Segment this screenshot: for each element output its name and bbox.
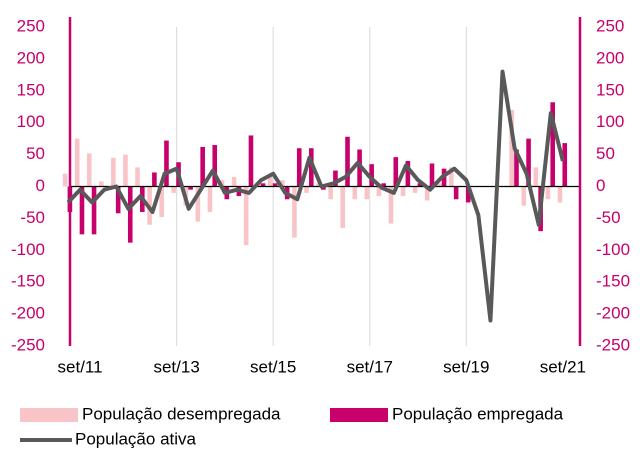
bar <box>545 186 551 200</box>
bar <box>123 154 128 187</box>
bar <box>280 180 285 187</box>
bar <box>417 183 423 187</box>
bar <box>79 186 85 235</box>
bar <box>449 167 454 187</box>
y2-tick-label: -250 <box>596 335 630 354</box>
bar <box>328 186 333 200</box>
legend-label: População ativa <box>75 429 197 448</box>
bar <box>316 183 321 187</box>
bar <box>388 186 394 224</box>
bar <box>345 136 350 187</box>
legend-label: População empregada <box>392 404 564 423</box>
y2-tick-label: -50 <box>596 208 621 227</box>
y2-tick-label: 0 <box>596 176 605 195</box>
bar <box>424 186 430 201</box>
bar <box>321 186 326 190</box>
bar <box>340 186 346 228</box>
bar <box>272 183 278 187</box>
bar <box>115 186 121 214</box>
line <box>66 69 565 323</box>
bar <box>304 186 309 193</box>
y-tick-label: -150 <box>11 272 45 291</box>
bar <box>74 138 80 187</box>
bar <box>405 160 411 187</box>
legend-swatch <box>20 408 78 422</box>
x-tick-label: set/11 <box>58 357 103 376</box>
y2-tick-label: 150 <box>596 80 624 99</box>
bar <box>526 138 531 187</box>
bar <box>292 186 297 238</box>
bar <box>231 176 237 187</box>
x-tick-label: set/19 <box>443 357 489 376</box>
bar <box>86 153 92 187</box>
y2-tick-label: 250 <box>596 16 624 35</box>
x-tick-label: set/21 <box>540 357 586 376</box>
y-tick-label: 0 <box>36 176 45 195</box>
x-tick-label: set/17 <box>347 357 393 376</box>
legend-label: População desempregada <box>82 404 281 423</box>
bar <box>200 146 205 187</box>
y-tick-label: -200 <box>11 304 45 323</box>
bar <box>91 186 97 235</box>
bar <box>369 164 374 187</box>
bar <box>171 186 177 193</box>
y2-tick-label: 200 <box>596 48 624 67</box>
y2-tick-label: -150 <box>596 272 630 291</box>
bar <box>195 186 201 222</box>
y-tick-label: -250 <box>11 335 45 354</box>
bar <box>267 176 273 187</box>
bar <box>188 186 193 190</box>
bar <box>127 186 133 243</box>
y2-tick-label: -100 <box>596 240 630 259</box>
bar <box>62 173 68 187</box>
bar <box>550 102 555 187</box>
y-tick-label: 50 <box>26 144 45 163</box>
bar <box>557 186 563 203</box>
x-tick-label: set/15 <box>250 357 296 376</box>
bar <box>429 163 435 187</box>
bar <box>376 186 382 197</box>
bar <box>521 186 527 206</box>
bar <box>333 170 338 187</box>
y-tick-label: 150 <box>17 80 45 99</box>
bar <box>248 135 254 187</box>
bar <box>436 183 442 187</box>
y2-tick-label: 100 <box>596 112 624 131</box>
bar <box>509 109 514 187</box>
bar <box>152 172 157 187</box>
bar <box>381 183 387 187</box>
bar <box>207 186 213 213</box>
bar <box>99 181 104 187</box>
bar <box>352 186 358 200</box>
bar <box>111 157 116 187</box>
bar <box>135 167 140 187</box>
bar <box>465 186 471 203</box>
y2-tick-label: -200 <box>596 304 630 323</box>
bar <box>393 157 399 187</box>
bar <box>400 186 406 197</box>
bar <box>514 149 519 187</box>
y-tick-label: 250 <box>17 16 45 35</box>
legend-swatch <box>330 408 388 422</box>
bar <box>159 186 164 218</box>
y-tick-label: -100 <box>11 240 45 259</box>
bar <box>562 143 568 187</box>
bar <box>412 186 418 193</box>
bar <box>364 186 370 200</box>
bar <box>164 140 169 187</box>
y-tick-label: -50 <box>20 208 45 227</box>
bar <box>533 167 539 187</box>
bar <box>296 148 302 187</box>
x-tick-label: set/13 <box>153 357 199 376</box>
bar <box>212 145 218 187</box>
y-tick-label: 200 <box>17 48 45 67</box>
bar <box>453 186 459 200</box>
bar <box>260 183 266 187</box>
bar <box>243 186 249 246</box>
y-tick-label: 100 <box>17 112 45 131</box>
y2-tick-label: 50 <box>596 144 615 163</box>
